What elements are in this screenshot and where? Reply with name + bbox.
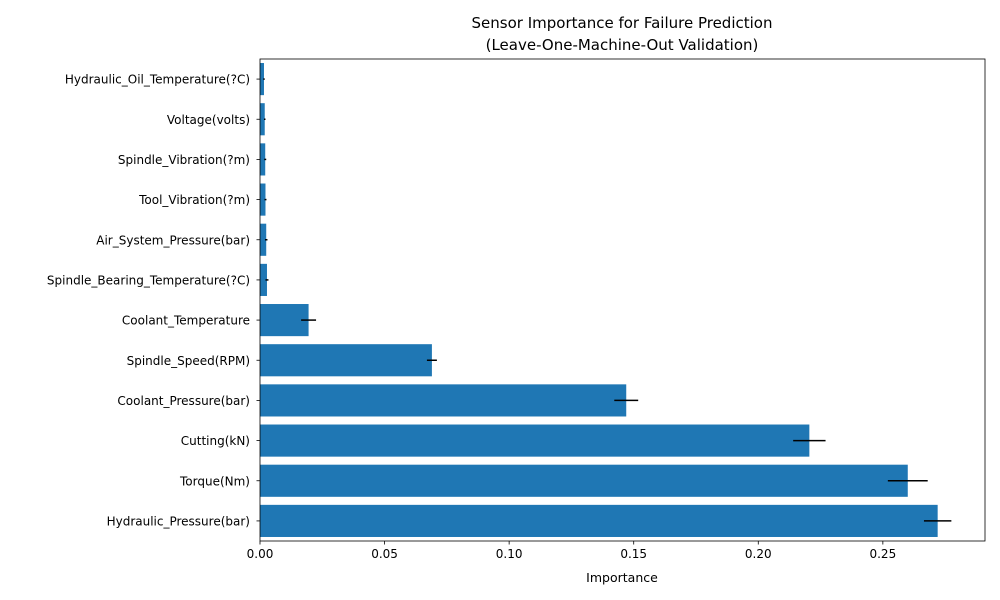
- y-tick-label: Cutting(kN): [181, 434, 250, 448]
- y-tick-label: Tool_Vibration(?m): [138, 193, 250, 207]
- y-tick-label: Air_System_Pressure(bar): [96, 233, 250, 247]
- bar: [260, 223, 267, 256]
- x-tick-label: 0.15: [620, 547, 647, 561]
- bar: [260, 143, 266, 176]
- y-tick-label: Torque(Nm): [179, 474, 250, 488]
- y-tick-label: Spindle_Vibration(?m): [118, 153, 250, 167]
- bar: [260, 504, 938, 537]
- x-tick-label: 0.05: [371, 547, 398, 561]
- bar: [260, 103, 265, 136]
- plot-frame: [259, 58, 986, 542]
- bar: [260, 464, 908, 497]
- y-tick-label: Spindle_Bearing_Temperature(?C): [47, 273, 250, 287]
- x-tick-label: 0.00: [247, 547, 274, 561]
- x-tick-label: 0.20: [745, 547, 772, 561]
- y-tick-label: Hydraulic_Pressure(bar): [107, 514, 250, 528]
- bar: [260, 263, 267, 296]
- y-tick-label: Spindle_Speed(RPM): [127, 354, 250, 368]
- bar: [260, 304, 309, 337]
- bar: [260, 384, 627, 417]
- plot-area: Hydraulic_Pressure(bar) Torque(Nm) Cutting…: [47, 58, 986, 561]
- y-tick-label: Voltage(volts): [167, 113, 250, 127]
- y-tick-label: Coolant_Temperature: [122, 314, 250, 328]
- chart-title-line-2: (Leave-One-Machine-Out Validation): [486, 36, 759, 54]
- x-tick-label: 0.10: [496, 547, 523, 561]
- bar: [260, 344, 432, 377]
- bar: [260, 183, 266, 216]
- x-axis-label: Importance: [586, 570, 658, 585]
- bar: [260, 424, 810, 457]
- y-tick-label: Coolant_Pressure(bar): [117, 394, 250, 408]
- y-tick-label: Hydraulic_Oil_Temperature(?C): [65, 73, 250, 87]
- chart-title-line-1: Sensor Importance for Failure Prediction: [472, 14, 773, 32]
- x-tick-label: 0.25: [869, 547, 896, 561]
- bar: [260, 63, 264, 96]
